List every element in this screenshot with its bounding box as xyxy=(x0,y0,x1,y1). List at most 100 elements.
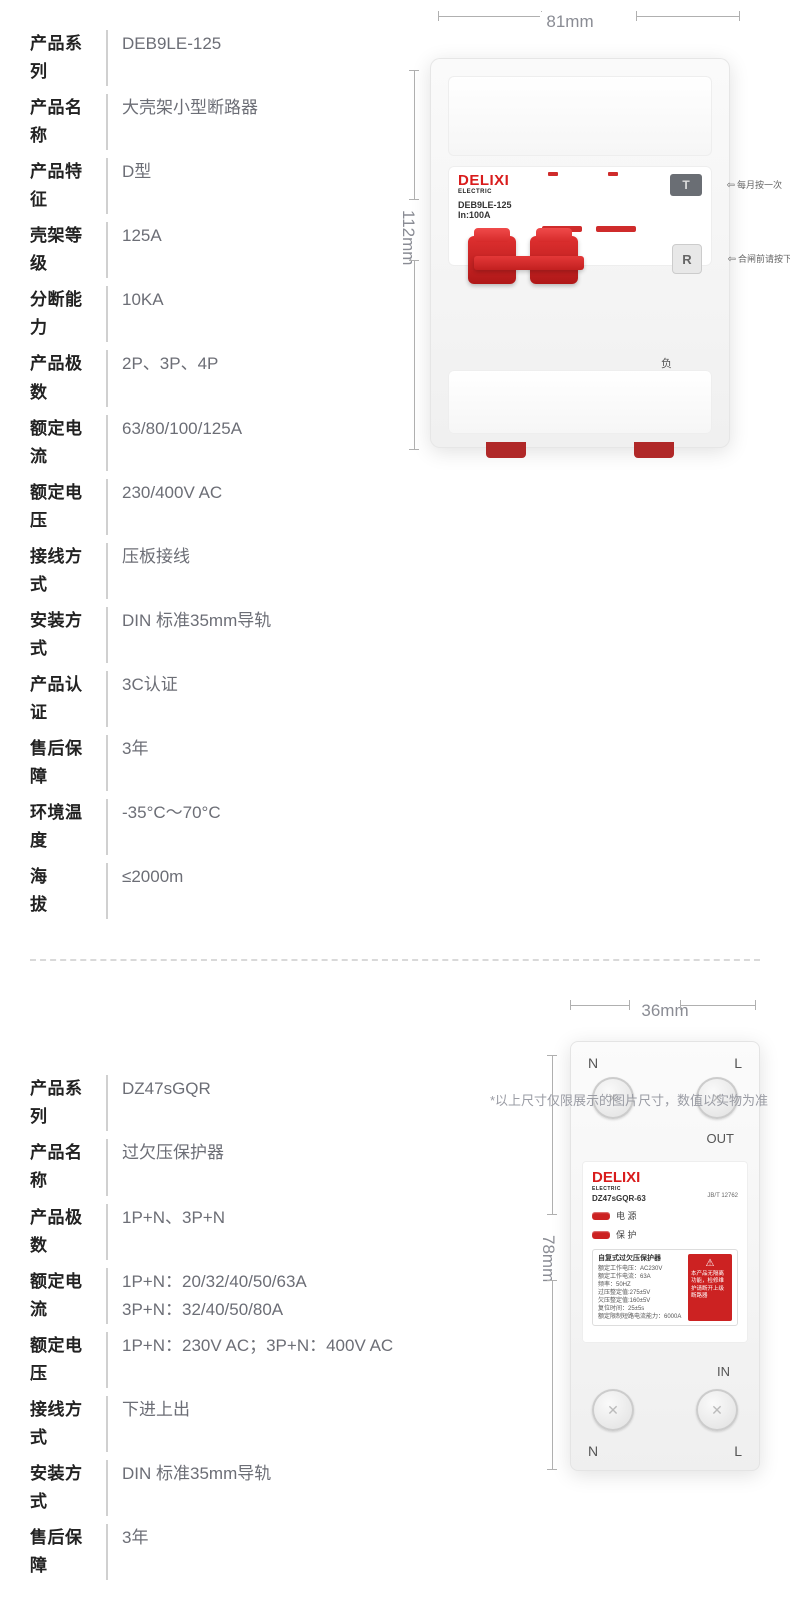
spec-value: 10KA xyxy=(108,286,164,314)
dim-width-2: 36mm xyxy=(668,1001,790,1021)
standard-label: JB/T 12762 xyxy=(707,1193,738,1199)
spec-row: 产品认证3C认证 xyxy=(30,671,370,727)
spec-row: 额定电压1P+N：230V AC；3P+N：400V AC xyxy=(30,1332,430,1388)
footnote: *以上尺寸仅限展示的图片尺寸，数值以实物为准 xyxy=(490,1090,768,1109)
spec-row: 产品极数1P+N、3P+N xyxy=(30,1204,430,1260)
spec-row: 产品极数2P、3P、4P xyxy=(30,350,370,406)
reset-button[interactable]: R xyxy=(672,244,702,274)
spec-value: 1P+N、3P+N xyxy=(108,1204,225,1232)
spec-label: 产品特征 xyxy=(30,158,108,214)
led2-label: 保 护 xyxy=(616,1228,637,1241)
spec-row: 售后保障3年 xyxy=(30,735,370,791)
product1-section: 产品系列DEB9LE-125产品名称大壳架小型断路器产品特征D型壳架等级125A… xyxy=(0,0,790,947)
spec-label: 产品系列 xyxy=(30,30,108,86)
spec-row: 产品系列DZ47sGQR xyxy=(30,1075,430,1131)
spec-value: 3年 xyxy=(108,735,148,763)
product1-specs: 产品系列DEB9LE-125产品名称大壳架小型断路器产品特征D型壳架等级125A… xyxy=(30,30,370,927)
info-card: DELIXIELECTRIC DZ47sGQR-63 JB/T 12762 电 … xyxy=(582,1161,748,1343)
spec-value: DIN 标准35mm导轨 xyxy=(108,607,271,635)
spec-row: 安装方式DIN 标准35mm导轨 xyxy=(30,1460,430,1516)
spec-row: 接线方式压板接线 xyxy=(30,543,370,599)
spec-label: 额定电流 xyxy=(30,1268,108,1324)
spec-label: 额定电压 xyxy=(30,1332,108,1388)
terminal-l-top: L xyxy=(734,1055,742,1071)
spec-row: 产品系列DEB9LE-125 xyxy=(30,30,370,86)
spec-value: 3C认证 xyxy=(108,671,178,699)
spec-label: 产品名称 xyxy=(30,1139,108,1195)
spec-value: DEB9LE-125 xyxy=(108,30,221,58)
terminal-3 xyxy=(592,1389,634,1431)
spec-value: DIN 标准35mm导轨 xyxy=(108,1460,271,1488)
spec-label: 海 拔 xyxy=(30,863,108,919)
test-button[interactable]: T xyxy=(670,174,702,196)
spec-value: -35°C～70°C xyxy=(108,799,221,827)
spec-value: 2P、3P、4P xyxy=(108,350,218,378)
terminal-n-bot: N xyxy=(588,1443,598,1459)
spec-label: 壳架等级 xyxy=(30,222,108,278)
divider xyxy=(30,959,760,961)
model-label: DEB9LE-125 In:100A xyxy=(458,200,512,220)
spec-value: D型 xyxy=(108,158,151,186)
spec-value: 1P+N：20/32/40/50/63A 3P+N：32/40/50/80A xyxy=(108,1268,307,1324)
spec-row: 接线方式下进上出 xyxy=(30,1396,430,1452)
spec-value: 过欠压保护器 xyxy=(108,1139,224,1167)
spec-row: 产品特征D型 xyxy=(30,158,370,214)
spec-value: 125A xyxy=(108,222,162,250)
product1-figure: 81mm 112mm DELIXIELECTRIC DEB9LE-125 In:… xyxy=(370,30,770,927)
dim-width-1: 81mm xyxy=(370,12,770,32)
spec-row: 额定电压230/400V AC xyxy=(30,479,370,535)
spec-value: 大壳架小型断路器 xyxy=(108,94,258,122)
product2-specs: 产品系列DZ47sGQR产品名称过欠压保护器产品极数1P+N、3P+N额定电流1… xyxy=(30,1015,430,1588)
spec-row: 海 拔≤2000m xyxy=(30,863,370,919)
spec-value: 3年 xyxy=(108,1524,148,1552)
spec-value: 压板接线 xyxy=(108,543,190,571)
product2-section: 产品系列DZ47sGQR产品名称过欠压保护器产品极数1P+N、3P+N额定电流1… xyxy=(0,969,790,1608)
power-led xyxy=(592,1212,610,1220)
spec-value: 63/80/100/125A xyxy=(108,415,242,443)
brand-logo-2: DELIXIELECTRIC xyxy=(592,1169,738,1192)
spec-row: 安装方式DIN 标准35mm导轨 xyxy=(30,607,370,663)
spec-row: 额定电流63/80/100/125A xyxy=(30,415,370,471)
spec-label: 安装方式 xyxy=(30,1460,108,1516)
toggle-bar[interactable] xyxy=(474,256,584,270)
spec-label: 产品认证 xyxy=(30,671,108,727)
spec-label: 售后保障 xyxy=(30,735,108,791)
protect-led xyxy=(592,1231,610,1239)
spec-label: 接线方式 xyxy=(30,1396,108,1452)
r-label: 合闸前请按下 xyxy=(728,252,790,265)
spec-value: ≤2000m xyxy=(108,863,183,891)
detail-box: 自复式过欠压保护器 额定工作电压：AC230V 额定工作电流：63A 频率：50… xyxy=(592,1249,738,1326)
brand-logo: DELIXIELECTRIC xyxy=(458,172,509,195)
t-label: 每月按一次 xyxy=(727,178,782,191)
spec-row: 额定电流1P+N：20/32/40/50/63A 3P+N：32/40/50/8… xyxy=(30,1268,430,1324)
spec-row: 分断能力10KA xyxy=(30,286,370,342)
spec-label: 环境温度 xyxy=(30,799,108,855)
spec-value: 1P+N：230V AC；3P+N：400V AC xyxy=(108,1332,393,1360)
warning-box: 本产品无隔离功能，检修维护请断开上级断路器 xyxy=(688,1254,732,1321)
spec-label: 产品极数 xyxy=(30,350,108,406)
breaker-body: DELIXIELECTRIC DEB9LE-125 In:100A T 每月按一… xyxy=(430,58,730,448)
spec-row: 售后保障3年 xyxy=(30,1524,430,1580)
terminal-l-bot: L xyxy=(734,1443,742,1459)
spec-label: 产品系列 xyxy=(30,1075,108,1131)
spec-value: DZ47sGQR xyxy=(108,1075,211,1103)
terminal-n-top: N xyxy=(588,1055,598,1071)
terminal-4 xyxy=(696,1389,738,1431)
spec-label: 安装方式 xyxy=(30,607,108,663)
led1-label: 电 源 xyxy=(616,1209,637,1222)
spec-row: 壳架等级125A xyxy=(30,222,370,278)
spec-label: 额定电流 xyxy=(30,415,108,471)
spec-label: 售后保障 xyxy=(30,1524,108,1580)
spec-row: 产品名称过欠压保护器 xyxy=(30,1139,430,1195)
spec-label: 接线方式 xyxy=(30,543,108,599)
spec-label: 额定电压 xyxy=(30,479,108,535)
spec-label: 分断能力 xyxy=(30,286,108,342)
spec-label: 产品极数 xyxy=(30,1204,108,1260)
spec-value: 下进上出 xyxy=(108,1396,190,1424)
dim-height-1: 112mm xyxy=(398,210,418,265)
out-label: OUT xyxy=(707,1131,734,1146)
spec-row: 产品名称大壳架小型断路器 xyxy=(30,94,370,150)
spec-label: 产品名称 xyxy=(30,94,108,150)
in-label: IN xyxy=(717,1364,730,1379)
dim-height-2: 78mm xyxy=(538,1235,558,1282)
